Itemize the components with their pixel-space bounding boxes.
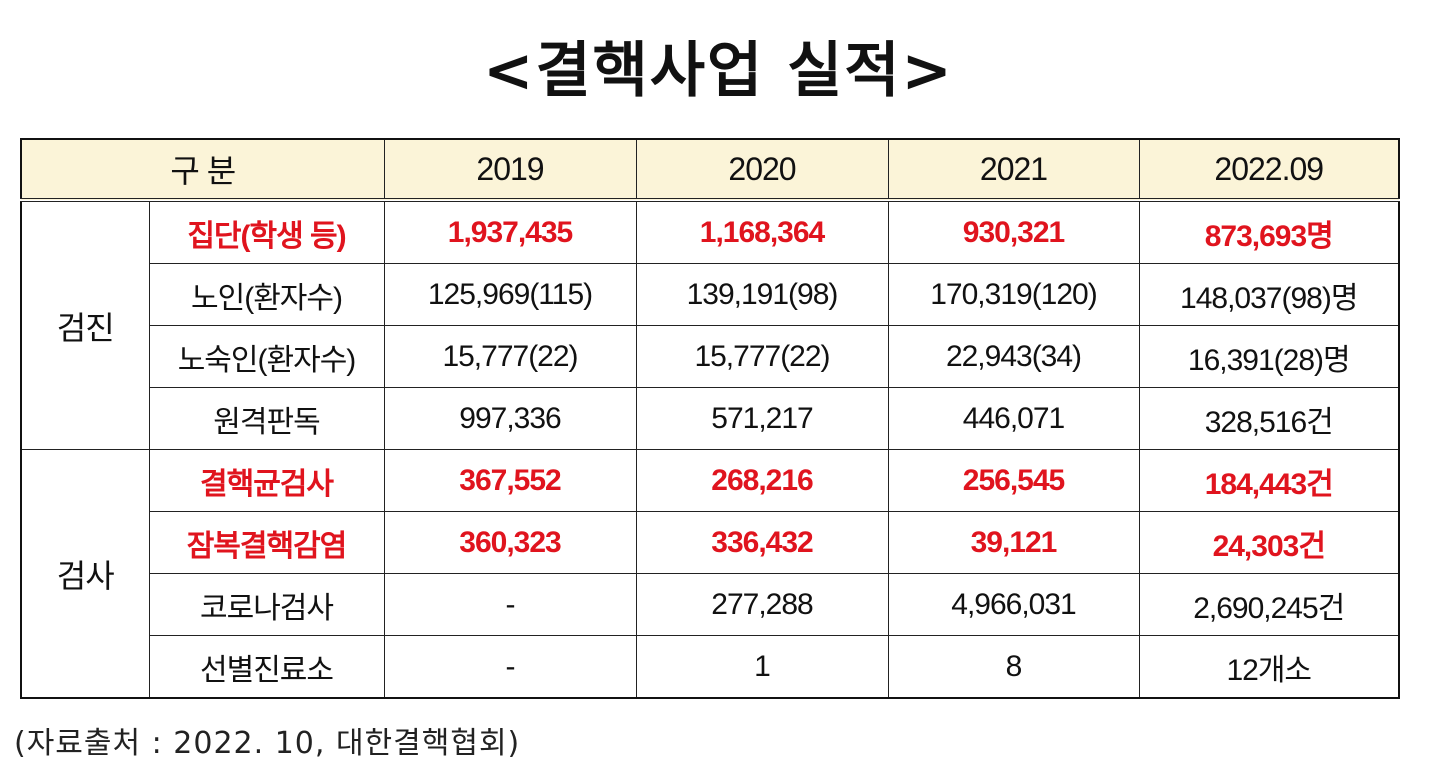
value-cell: 268,216 xyxy=(635,449,889,512)
page-title: <결핵사업 실적> xyxy=(483,36,954,106)
value-cell: 16,391(28)명 xyxy=(1138,325,1400,388)
header-year: 2021 xyxy=(887,138,1140,202)
value-cell: 997,336 xyxy=(383,387,637,450)
value-cell: 1,168,364 xyxy=(635,199,889,264)
value-cell: 328,516건 xyxy=(1138,387,1400,450)
table-row: 잠복결핵감염 360,323 336,432 39,121 24,303건 xyxy=(21,511,1400,574)
group-label: 검진 xyxy=(20,199,150,450)
group-label: 검사 xyxy=(20,449,150,699)
value-cell: 360,323 xyxy=(383,511,637,574)
table-header-row: 구 분 2019 2020 2021 2022.09 xyxy=(20,138,1400,202)
value-cell: 256,545 xyxy=(887,449,1140,512)
value-cell: 22,943(34) xyxy=(887,325,1140,388)
header-year: 2020 xyxy=(635,138,889,202)
value-cell: 12개소 xyxy=(1138,635,1400,699)
value-cell: 277,288 xyxy=(635,573,889,636)
header-category: 구 분 xyxy=(20,138,385,202)
row-label: 잠복결핵감염 xyxy=(148,511,385,574)
row-label: 집단(학생 등) xyxy=(148,199,385,264)
row-label: 코로나검사 xyxy=(148,573,385,636)
value-cell: 139,191(98) xyxy=(635,263,889,326)
value-cell: 446,071 xyxy=(887,387,1140,450)
value-cell: 571,217 xyxy=(635,387,889,450)
value-cell: 39,121 xyxy=(887,511,1140,574)
value-cell: 15,777(22) xyxy=(635,325,889,388)
value-cell: 2,690,245건 xyxy=(1138,573,1400,636)
value-cell: 4,966,031 xyxy=(887,573,1140,636)
row-label: 노숙인(환자수) xyxy=(148,325,385,388)
value-cell: 1 xyxy=(635,635,889,699)
row-label: 선별진료소 xyxy=(148,635,385,699)
value-cell: 930,321 xyxy=(887,199,1140,264)
header-year: 2019 xyxy=(383,138,637,202)
value-cell: 873,693명 xyxy=(1138,199,1400,264)
value-cell: 8 xyxy=(887,635,1140,699)
table-row: 코로나검사 -277,288 4,966,031 2,690,245건 xyxy=(21,573,1400,636)
value-cell: 336,432 xyxy=(635,511,889,574)
row-label: 노인(환자수) xyxy=(148,263,385,326)
value-cell: 24,303건 xyxy=(1138,511,1400,574)
value-cell: 15,777(22) xyxy=(383,325,637,388)
value-cell: - xyxy=(383,573,637,636)
table-row: 검사 결핵균검사 367,552 268,216 256,545 184,443건 xyxy=(20,449,1400,699)
value-cell: 125,969(115) xyxy=(383,263,637,326)
value-cell: 148,037(98)명 xyxy=(1138,263,1400,326)
header-year: 2022.09 xyxy=(1138,138,1400,202)
value-cell: 184,443건 xyxy=(1138,449,1400,512)
value-cell: - xyxy=(383,635,637,699)
tb-performance-table: 구 분 2019 2020 2021 2022.09 검진 집단(학생 등) 1,9… xyxy=(20,138,1400,699)
table-row: 노인(환자수) 125,969(115) 139,191(98) 170,319(12… xyxy=(21,263,1400,326)
table-row: 검진 집단(학생 등) 1,937,435 1,168,364 930,321 873,6… xyxy=(20,199,1400,450)
value-cell: 367,552 xyxy=(383,449,637,512)
row-label: 원격판독 xyxy=(148,387,385,450)
table-row: 선별진료소 -1 8 12개소 xyxy=(21,635,1400,699)
value-cell: 1,937,435 xyxy=(383,199,637,264)
source-note: (자료출처 : 2022. 10, 대한결핵협회) xyxy=(14,726,521,761)
table-row: 원격판독 997,336 571,217 446,071 328,516건 xyxy=(21,387,1400,450)
value-cell: 170,319(120) xyxy=(887,263,1140,326)
table-row: 노숙인(환자수) 15,777(22) 15,777(22) 22,943(34) 16… xyxy=(21,325,1400,388)
row-label: 결핵균검사 xyxy=(148,449,385,512)
